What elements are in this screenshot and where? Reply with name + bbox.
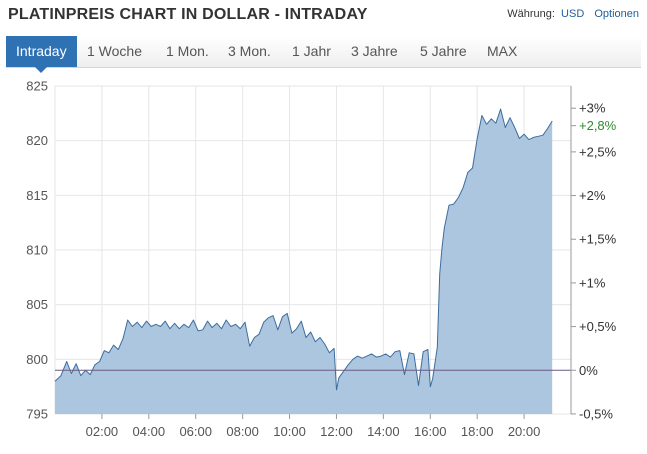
chart-series	[54, 108, 571, 414]
tab-1-mon[interactable]: 1 Mon.	[166, 43, 209, 59]
x-tick-label: 10:00	[273, 424, 306, 439]
currency-selector: Währung: USD Optionen	[507, 8, 639, 20]
right-tick-label: +1%	[579, 275, 606, 290]
y-tick-label: 810	[26, 243, 48, 258]
options-link[interactable]: Optionen	[594, 8, 639, 20]
right-tick-label: +1,5%	[579, 232, 617, 247]
x-tick-label: 08:00	[226, 424, 259, 439]
x-tick-label: 20:00	[508, 424, 541, 439]
y-tick-label: 805	[26, 297, 48, 312]
x-tick-label: 16:00	[414, 424, 447, 439]
y-tick-label: 825	[26, 79, 48, 94]
right-tick-label: +3%	[579, 101, 606, 116]
x-tick-label: 02:00	[86, 424, 119, 439]
right-tick-label: +0,5%	[579, 319, 617, 334]
right-tick-label: -0,5%	[579, 406, 613, 421]
page-title: PLATINPREIS CHART IN DOLLAR - INTRADAY	[8, 6, 368, 23]
y-tick-label: 795	[26, 407, 48, 422]
right-tick-label: +2,5%	[579, 144, 617, 159]
x-tick-label: 14:00	[367, 424, 400, 439]
tab-3-jahre[interactable]: 3 Jahre	[351, 43, 398, 59]
timeframe-tabs: Intraday 1 Woche 1 Mon. 3 Mon. 1 Jahr 3 …	[6, 36, 641, 68]
x-tick-label: 18:00	[461, 424, 494, 439]
chart-axes: 825 820 815 810 805 800 795 02:00 04:00 06:00 08:0…	[26, 79, 616, 440]
tab-1-woche[interactable]: 1 Woche	[87, 43, 142, 59]
right-tick-label: +2,8%	[579, 118, 617, 133]
right-tick-label: 0%	[579, 363, 598, 378]
tab-1-jahr[interactable]: 1 Jahr	[292, 43, 331, 59]
tab-3-mon[interactable]: 3 Mon.	[228, 43, 271, 59]
y-tick-label: 815	[26, 188, 48, 203]
currency-label: Währung:	[507, 8, 555, 20]
tab-max[interactable]: MAX	[487, 43, 518, 59]
y-tick-label: 820	[26, 133, 48, 148]
right-tick-label: +2%	[579, 188, 606, 203]
active-tab-indicator	[35, 67, 47, 73]
tab-intraday[interactable]: Intraday	[6, 36, 77, 67]
price-area	[55, 109, 553, 414]
price-line	[54, 108, 553, 391]
currency-value[interactable]: USD	[561, 8, 585, 20]
x-tick-label: 12:00	[320, 424, 353, 439]
x-tick-label: 06:00	[179, 424, 212, 439]
x-tick-label: 04:00	[133, 424, 166, 439]
y-tick-label: 800	[26, 352, 48, 367]
tab-5-jahre[interactable]: 5 Jahre	[420, 43, 467, 59]
